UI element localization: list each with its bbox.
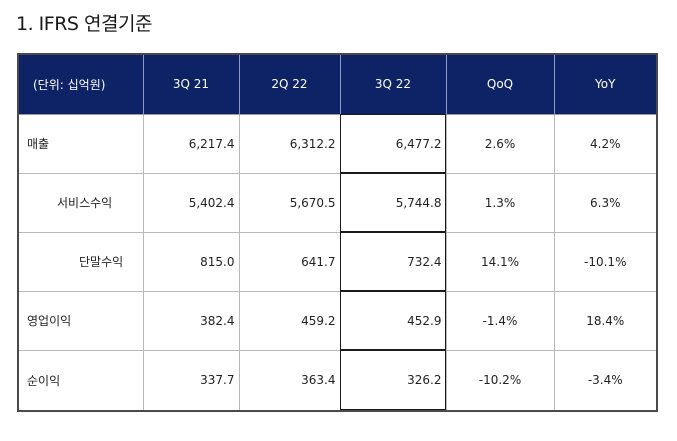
header-qoq: QoQ (445, 55, 554, 115)
financial-table: (단위: 십억원) 3Q 21 2Q 22 3Q 22 QoQ YoY 매출 6… (19, 55, 656, 410)
header-2q22: 2Q 22 (238, 55, 340, 115)
cell-3q21: 815.0 (142, 231, 239, 291)
row-label-revenue: 매출 (27, 137, 50, 151)
header-unit: (단위: 십억원) (19, 55, 143, 115)
cell-yoy: 6.3% (553, 172, 656, 232)
cell-yoy: -3.4% (553, 349, 656, 410)
cell-qoq: -1.4% (445, 290, 554, 350)
cell-2q22: 6,312.2 (238, 114, 340, 173)
table-row: 매출 6,217.4 6,312.2 6,477.2 2.6% 4.2% (19, 114, 656, 173)
header-yoy: YoY (553, 55, 656, 115)
cell-yoy: 18.4% (553, 290, 656, 350)
cell-yoy: -10.1% (553, 231, 656, 291)
page-title: 1. IFRS 연결기준 (16, 13, 152, 35)
cell-3q22: 732.4 (339, 231, 446, 291)
header-3q21: 3Q 21 (142, 55, 239, 115)
table-row: 순이익 337.7 363.4 326.2 -10.2% -3.4% (19, 349, 656, 410)
table-row: 단말수익 815.0 641.7 732.4 14.1% -10.1% (19, 231, 656, 291)
cell-3q22: 6,477.2 (339, 114, 446, 173)
cell-qoq: -10.2% (445, 349, 554, 410)
header-3q22: 3Q 22 (339, 55, 446, 115)
cell-3q21: 337.7 (142, 349, 239, 410)
cell-3q21: 5,402.4 (142, 172, 239, 232)
cell-2q22: 459.2 (238, 290, 340, 350)
cell-3q21: 6,217.4 (142, 114, 239, 173)
table-row: 서비스수익 5,402.4 5,670.5 5,744.8 1.3% 6.3% (19, 172, 656, 232)
cell-3q22: 452.9 (339, 290, 446, 350)
cell-qoq: 1.3% (445, 172, 554, 232)
cell-qoq: 2.6% (445, 114, 554, 173)
cell-qoq: 14.1% (445, 231, 554, 291)
table-header-row: (단위: 십억원) 3Q 21 2Q 22 3Q 22 QoQ YoY (19, 55, 656, 115)
cell-3q22: 326.2 (339, 349, 446, 410)
cell-2q22: 363.4 (238, 349, 340, 410)
cell-3q21: 382.4 (142, 290, 239, 350)
cell-2q22: 641.7 (238, 231, 340, 291)
cell-2q22: 5,670.5 (238, 172, 340, 232)
financial-table-frame: (단위: 십억원) 3Q 21 2Q 22 3Q 22 QoQ YoY 매출 6… (17, 53, 658, 412)
row-label-net-income: 순이익 (19, 349, 143, 410)
row-label-service-revenue: 서비스수익 (19, 172, 143, 232)
row-label-operating-profit: 영업이익 (19, 290, 143, 350)
cell-yoy: 4.2% (553, 114, 656, 173)
table-row: 영업이익 382.4 459.2 452.9 -1.4% 18.4% (19, 290, 656, 350)
cell-3q22: 5,744.8 (339, 172, 446, 232)
row-label-device-revenue: 단말수익 (19, 231, 143, 291)
